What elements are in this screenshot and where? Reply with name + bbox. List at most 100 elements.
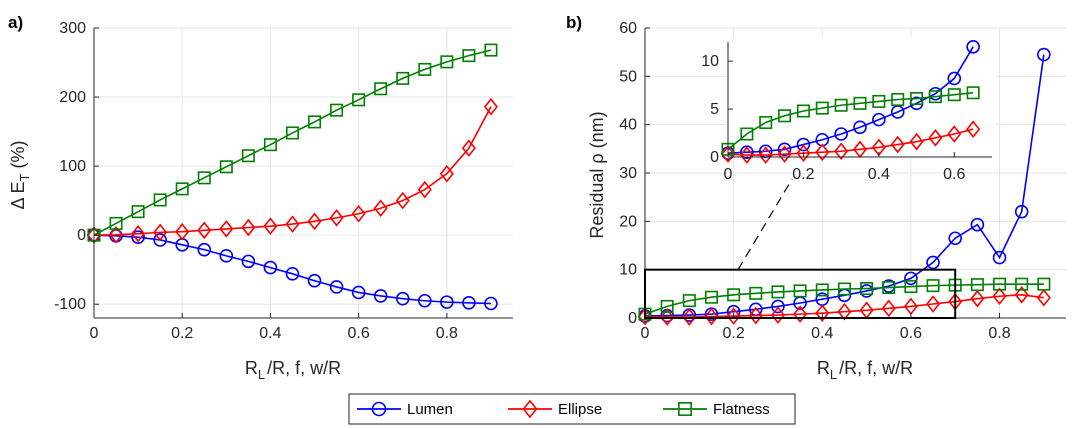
ellipse-point — [682, 308, 697, 326]
lumen-point — [904, 271, 918, 286]
lumen-point — [740, 145, 754, 160]
lumen-point — [966, 39, 980, 54]
x-axis-label-b: RL/R, f, w/R — [817, 358, 913, 382]
y-tick-label: 100 — [59, 158, 86, 175]
x-axis-label-a: RL/R, f, w/R — [245, 358, 341, 382]
ellipse-point — [219, 220, 234, 238]
flatness-point — [926, 279, 940, 293]
flatness-point — [796, 104, 810, 118]
y-tick-label: 0 — [628, 310, 637, 327]
y-axis-label-a: Δ ET (%) — [8, 141, 32, 210]
lumen-point — [395, 291, 410, 306]
lumen-point — [219, 249, 234, 263]
flatness-point — [330, 103, 344, 117]
flatness-point — [704, 290, 718, 304]
flatness-point — [175, 182, 189, 196]
ellipse-point — [461, 139, 476, 157]
lumen-point — [417, 293, 432, 308]
series-a — [86, 43, 498, 311]
inset-background — [726, 38, 996, 159]
lumen-point — [796, 137, 811, 152]
legend-items: Lumen Ellipse Flatness — [357, 399, 770, 419]
lumen-point — [771, 299, 785, 314]
zoom-rectangle — [644, 268, 957, 319]
zoom-box — [644, 178, 957, 319]
y-tick-label: 50 — [619, 68, 637, 85]
legend-lumen-marker — [371, 401, 387, 417]
axes-inset: 0 0.2 0.4 0.6 0 5 10 — [701, 42, 992, 183]
ellipse-point — [373, 199, 388, 217]
flatness-point — [374, 82, 388, 96]
x-tick-label: 0.2 — [723, 325, 745, 342]
x-tick-label: 0.4 — [811, 325, 833, 342]
flatness-point — [966, 86, 980, 100]
ellipse-point — [307, 212, 322, 231]
legend-box — [348, 393, 796, 425]
ellipse-point — [992, 287, 1007, 306]
y-tick-label: 5 — [710, 101, 719, 118]
ellipse-point — [815, 304, 830, 322]
ellipse-point — [815, 143, 830, 161]
y-tick-label: 0 — [710, 149, 719, 166]
ellipse-point — [726, 307, 741, 325]
panel-a-label: a) — [8, 13, 23, 32]
lumen-point — [970, 217, 985, 232]
lumen-point — [175, 238, 190, 252]
flatness-point — [970, 278, 984, 292]
y-tick-label: 30 — [619, 165, 637, 182]
ellipse-point — [970, 289, 985, 308]
lumen-point — [948, 231, 963, 246]
ellipse-point — [770, 306, 785, 324]
ellipse-point — [793, 305, 808, 323]
lumen-point — [1014, 204, 1029, 219]
flatness-point — [872, 94, 886, 108]
ellipse-point — [109, 226, 124, 244]
x-tick-label: 0.6 — [900, 325, 922, 342]
legend-flatness-marker — [678, 402, 692, 416]
flatness-line — [727, 91, 974, 150]
x-tick-label: 0.4 — [259, 325, 281, 342]
lumen-point — [992, 250, 1007, 265]
ellipse-point — [175, 222, 190, 241]
legend-flatness-label: Flatness — [713, 401, 770, 418]
ellipse-point — [837, 302, 852, 321]
flatness-point — [727, 288, 741, 302]
flatness-point — [749, 286, 763, 300]
flatness-point — [219, 160, 233, 174]
flatness-point — [904, 280, 918, 294]
series-inset — [720, 39, 981, 164]
flatness-point — [759, 116, 773, 130]
flatness-point — [263, 138, 277, 152]
x-tick-label: 0.6 — [943, 166, 965, 183]
ellipse-point — [834, 142, 849, 161]
ellipse-point — [1014, 286, 1029, 304]
flatness-point — [928, 90, 942, 104]
flatness-point — [834, 98, 848, 112]
ellipse-point — [660, 308, 675, 326]
flatness-point — [1015, 277, 1029, 291]
zoom-connector — [737, 178, 793, 270]
ellipse-point — [947, 125, 962, 143]
flatness-point — [682, 294, 696, 308]
ellipse-point — [704, 307, 719, 326]
lumen-point — [197, 242, 212, 257]
y-tick-label: 20 — [619, 213, 637, 230]
lumen-point — [928, 86, 943, 101]
flatness-point — [740, 127, 754, 141]
lumen-point — [241, 254, 256, 269]
flatness-point — [418, 62, 432, 76]
x-tick-label: 0 — [90, 325, 99, 342]
legend-ellipse-label: Ellipse — [558, 401, 602, 418]
legend: Lumen Ellipse Flatness — [348, 393, 796, 425]
flatness-point — [131, 205, 145, 219]
flatness-point — [396, 71, 410, 85]
ellipse-point — [928, 129, 943, 147]
x-tick-label: 0.4 — [868, 166, 890, 183]
flatness-point — [109, 216, 123, 230]
lumen-point — [926, 255, 940, 270]
flatness-point — [241, 149, 255, 163]
ellipse-point — [890, 135, 905, 154]
lumen-point — [307, 273, 322, 288]
